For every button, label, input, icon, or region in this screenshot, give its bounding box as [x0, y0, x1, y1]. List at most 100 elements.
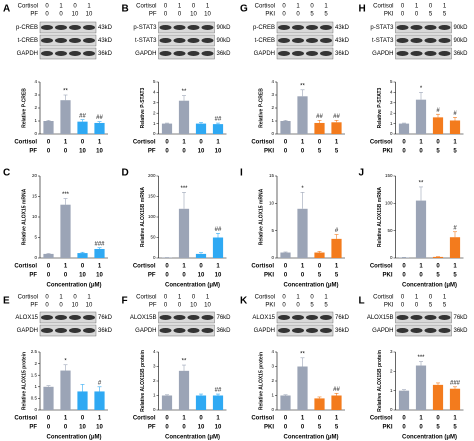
y-tick-label: 50 [387, 228, 393, 233]
treatment-level: 0 [165, 140, 169, 146]
bar [195, 253, 207, 258]
treatment-level: 0 [199, 416, 203, 422]
blot-treatment-level: 0 [45, 12, 49, 18]
treatment-level: 1 [419, 140, 423, 146]
blot-treatment-level: 1 [206, 295, 210, 301]
blot-treatment-level: 0 [310, 295, 314, 301]
blot-spot [278, 25, 290, 30]
panel-letter: A [3, 4, 10, 15]
blot-spot [187, 328, 200, 333]
treatment-level: 1 [419, 416, 423, 422]
blot-band [395, 21, 452, 34]
blot-treatment-level: 1 [296, 295, 300, 301]
bar [60, 370, 71, 410]
blot-band [276, 34, 334, 47]
significance-label: ## [215, 117, 222, 123]
x-axis-label: Concentration (μM) [284, 283, 339, 289]
y-tick-label: 2 [271, 105, 274, 110]
y-tick-label: 15 [269, 173, 275, 178]
bar [212, 395, 224, 410]
blot-treatment-level: 0 [164, 12, 168, 18]
bar [195, 123, 207, 134]
treatment-level: 0 [81, 140, 85, 146]
significance-label: ** [300, 351, 305, 357]
blot-label: t-CREB [255, 38, 275, 44]
blot-spot [410, 25, 423, 30]
y-tick-label: 10 [269, 201, 275, 206]
blot-size: 36kD [454, 51, 469, 57]
blot-size: 76kD [217, 315, 232, 321]
blot-treatment-level: 5 [310, 12, 314, 18]
panel-letter: K [240, 296, 248, 307]
blot-band [158, 47, 215, 60]
treatment-level: 5 [453, 425, 457, 431]
blot-band [395, 34, 452, 47]
blot-treatment-level: 0 [45, 295, 49, 301]
blot-spot [438, 315, 451, 320]
significance-label: *** [62, 192, 70, 198]
treatment-level: 1 [98, 264, 102, 270]
blot-treatment-level: 0 [45, 303, 49, 309]
treatment-level: 1 [453, 264, 457, 270]
blot-treatment-level: 10 [190, 303, 197, 309]
y-tick-label: 1 [271, 118, 274, 123]
blot-spot [69, 38, 81, 43]
treatment-level: 0 [182, 149, 186, 155]
treatment-name: Cortisol [370, 264, 393, 270]
significance-label: ** [182, 359, 187, 365]
y-tick-label: 2 [153, 110, 156, 115]
blot-spot [159, 25, 172, 30]
y-tick-label: 2 [390, 369, 393, 374]
blot-treatment-level: 1 [415, 4, 419, 10]
bar [331, 395, 342, 410]
bar [94, 391, 105, 410]
treatment-name: Cortisol [14, 416, 37, 422]
bar [178, 370, 190, 410]
blot-treatment-level: 5 [324, 303, 328, 309]
blot-size: 76kD [98, 315, 113, 321]
blot-treatment-level: 10 [190, 12, 197, 18]
bar [398, 390, 410, 410]
y-tick-label: 0 [34, 131, 37, 136]
bar [449, 120, 461, 134]
blot-spot [159, 38, 172, 43]
y-tick-label: 1 [34, 118, 37, 123]
blot-treatment-name: Cortisol [255, 295, 275, 301]
treatment-name: PF [148, 149, 156, 155]
blot-treatment-level: 5 [443, 12, 447, 18]
blot-spot [159, 51, 172, 56]
blot-treatment-level: 0 [296, 12, 300, 18]
significance-label: # [98, 380, 102, 386]
treatment-level: 1 [419, 264, 423, 270]
treatment-level: 5 [436, 425, 440, 431]
blot-spot [69, 25, 81, 30]
blot-band [158, 21, 215, 34]
blot-treatment-level: 0 [415, 12, 419, 18]
blot-size: 76kD [454, 315, 469, 321]
y-tick-label: 5 [390, 79, 393, 84]
treatment-name: PF [148, 273, 156, 279]
treatment-level: 10 [215, 273, 222, 279]
y-tick-label: 5 [271, 228, 274, 233]
blot-label: t-CREB [18, 38, 38, 44]
treatment-level: 1 [64, 140, 68, 146]
x-axis-label: Concentration (μM) [165, 435, 220, 441]
blot-size: 43kD [335, 25, 350, 31]
treatment-level: 10 [96, 149, 103, 155]
significance-label: ## [316, 114, 323, 120]
blot-treatment-level: 10 [204, 12, 211, 18]
blot-label: GAPDH [135, 51, 156, 57]
blot-treatment-level: 1 [178, 295, 182, 301]
panel-letter: H [359, 4, 366, 15]
significance-label: ### [94, 241, 105, 247]
blot-size: 43kD [335, 38, 350, 44]
blot-spot [292, 51, 304, 56]
blot-size: 90kD [454, 25, 469, 31]
blot-treatment-level: 0 [415, 303, 419, 309]
blot-band [39, 47, 97, 60]
significance-label: ## [333, 387, 340, 393]
blot-band [39, 21, 97, 34]
blot-band [395, 324, 452, 337]
significance-label: # [453, 111, 457, 117]
blot-treatment-name: Cortisol [136, 4, 156, 10]
